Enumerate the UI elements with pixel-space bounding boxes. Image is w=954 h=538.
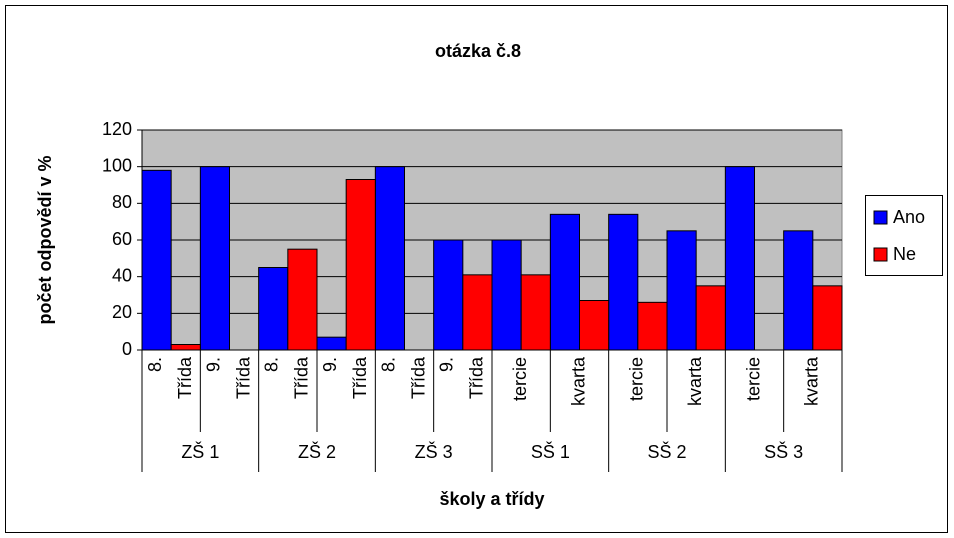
bar bbox=[433, 239, 464, 351]
bar bbox=[199, 166, 230, 351]
bar bbox=[695, 285, 726, 351]
legend-swatch bbox=[873, 247, 888, 262]
group-label: ZŠ 1 bbox=[181, 441, 219, 462]
legend-box bbox=[865, 195, 943, 276]
bar bbox=[374, 166, 406, 351]
bar bbox=[637, 301, 668, 351]
bar bbox=[579, 300, 610, 351]
x-tick-label: Třída bbox=[467, 356, 487, 399]
y-tick-label: 60 bbox=[112, 229, 132, 249]
bar bbox=[549, 213, 580, 351]
x-tick-label: Třída bbox=[292, 356, 312, 399]
y-tick-label: 20 bbox=[112, 302, 132, 322]
x-axis-title: školy a třídy bbox=[439, 489, 544, 509]
group-label: SŠ 1 bbox=[531, 441, 570, 462]
x-tick-label: Třída bbox=[350, 356, 370, 399]
bar bbox=[170, 344, 201, 351]
bar bbox=[520, 274, 551, 351]
x-tick-label: 8. bbox=[145, 357, 165, 372]
bar bbox=[462, 274, 493, 351]
x-tick-label: kvarta bbox=[802, 356, 822, 406]
bar bbox=[141, 169, 172, 351]
group-label: SŠ 2 bbox=[647, 441, 686, 462]
x-tick-label: 9. bbox=[203, 357, 223, 372]
bar bbox=[783, 230, 814, 351]
bar bbox=[258, 267, 289, 351]
bar bbox=[316, 336, 347, 351]
bar bbox=[491, 239, 522, 351]
bar bbox=[608, 213, 639, 351]
group-label: SŠ 3 bbox=[764, 441, 803, 462]
x-tick-label: tercie bbox=[510, 357, 530, 401]
legend-label: Ano bbox=[893, 207, 925, 227]
y-tick-label: 80 bbox=[112, 192, 132, 212]
bar bbox=[724, 166, 755, 351]
x-tick-label: kvarta bbox=[685, 356, 705, 406]
y-tick-label: 0 bbox=[122, 339, 132, 359]
bar bbox=[812, 285, 843, 351]
x-tick-label: tercie bbox=[743, 357, 763, 401]
x-tick-label: Třída bbox=[175, 356, 195, 399]
x-tick-label: Třída bbox=[408, 356, 428, 399]
y-tick-label: 40 bbox=[112, 265, 132, 285]
bar bbox=[345, 179, 376, 351]
bar bbox=[287, 248, 318, 351]
x-tick-label: tercie bbox=[627, 357, 647, 401]
x-tick-label: 9. bbox=[320, 357, 340, 372]
group-label: ZŠ 3 bbox=[415, 441, 453, 462]
chart-title: otázka č.8 bbox=[435, 41, 521, 61]
legend: Ano Ne bbox=[865, 195, 943, 276]
x-tick-label: Třída bbox=[233, 356, 253, 399]
y-tick-label: 100 bbox=[102, 155, 132, 175]
y-axis-title: počet odpovědí v % bbox=[35, 155, 55, 324]
legend-swatch bbox=[873, 210, 888, 225]
y-tick-label: 120 bbox=[102, 119, 132, 139]
x-tick-label: 8. bbox=[378, 357, 398, 372]
bar bbox=[666, 230, 697, 351]
group-label: ZŠ 2 bbox=[298, 441, 336, 462]
legend-label: Ne bbox=[893, 244, 916, 264]
x-tick-label: 8. bbox=[262, 357, 282, 372]
x-tick-label: 9. bbox=[437, 357, 457, 372]
x-tick-label: kvarta bbox=[568, 356, 588, 406]
